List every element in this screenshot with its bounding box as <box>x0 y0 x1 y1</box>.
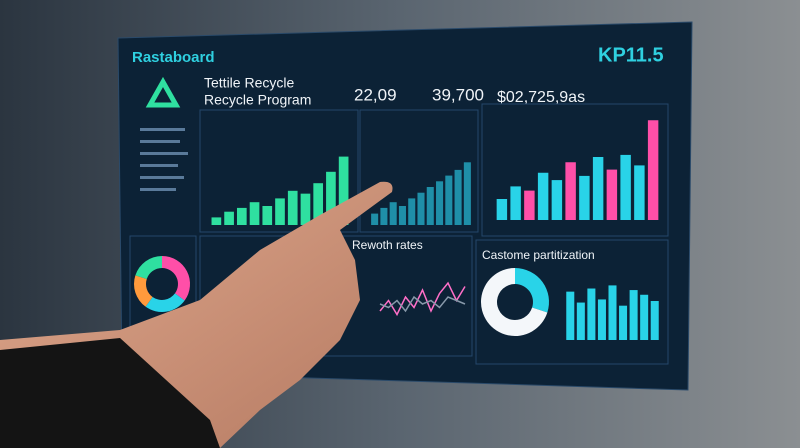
bar <box>389 202 397 225</box>
bar <box>496 199 508 220</box>
pie-slice <box>162 256 190 301</box>
stat-value: 39,700 <box>432 85 484 104</box>
bar <box>463 162 471 225</box>
bar <box>426 187 434 225</box>
bar <box>398 206 406 225</box>
bar <box>408 198 416 225</box>
chart-title: Rewoth rates <box>352 238 423 252</box>
bar <box>262 206 273 225</box>
bar <box>211 217 222 225</box>
pie-slice <box>481 268 548 336</box>
bar <box>576 302 585 340</box>
bar <box>445 175 453 225</box>
pie-slice <box>135 256 162 280</box>
bar <box>287 190 298 225</box>
bar <box>338 156 349 225</box>
bar <box>275 198 285 225</box>
bar <box>224 211 234 225</box>
bar <box>587 288 596 340</box>
dashboard-title: Rastaboard <box>132 49 215 66</box>
stat-value: $02,725,9as <box>497 89 585 106</box>
bar <box>524 190 535 220</box>
bar <box>592 157 604 220</box>
bar <box>608 285 617 340</box>
line <box>379 295 466 313</box>
bar <box>619 305 628 340</box>
bar <box>620 154 631 220</box>
bar <box>629 290 638 340</box>
bar <box>510 186 521 220</box>
bar <box>597 299 606 340</box>
bar <box>640 294 649 340</box>
side-menu <box>140 128 188 191</box>
bar <box>579 175 590 220</box>
bar <box>300 193 311 225</box>
bar <box>606 169 618 220</box>
pie-slice <box>515 268 550 313</box>
bar <box>454 169 462 225</box>
bar <box>380 207 388 225</box>
bar <box>236 207 247 225</box>
bar <box>647 120 659 220</box>
bar <box>566 291 575 340</box>
line <box>379 281 466 317</box>
bar <box>417 192 425 225</box>
bar <box>650 301 659 340</box>
charts: Rewoth rates Castome partitization <box>134 120 659 340</box>
kpi-label: KP11.5 <box>598 44 664 66</box>
bar <box>634 165 645 220</box>
chart-title: Castome partitization <box>482 248 595 262</box>
pie-slice <box>134 275 153 307</box>
hand <box>0 181 393 448</box>
bar <box>313 183 324 225</box>
bar <box>326 171 336 225</box>
bar <box>371 213 379 225</box>
bar <box>565 162 576 220</box>
stat-value: 22,09 <box>354 85 397 104</box>
program-subtitle: Recycle Program <box>204 92 311 108</box>
program-title: Tettile Recycle <box>204 75 294 91</box>
bar <box>551 180 563 220</box>
bar <box>436 181 444 225</box>
bar <box>249 202 260 225</box>
bar <box>537 172 549 220</box>
pie-slice <box>145 293 185 313</box>
recycle-icon <box>145 76 181 108</box>
